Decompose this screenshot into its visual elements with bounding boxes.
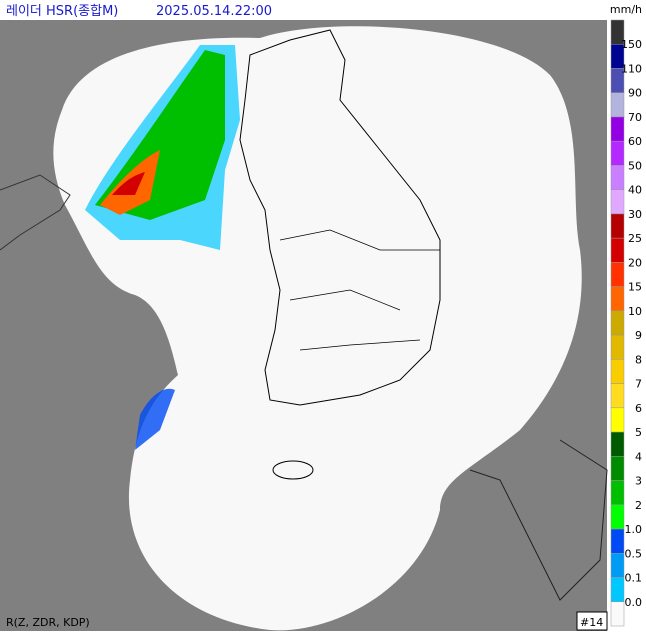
legend-label: 8: [635, 353, 642, 366]
legend-label: 60: [628, 135, 642, 148]
legend-label: 0.1: [625, 572, 643, 585]
legend-swatch: [610, 504, 625, 530]
legend-swatch: [610, 480, 625, 506]
legend-swatch: [610, 140, 625, 166]
legend-swatch: [610, 286, 625, 312]
legend-label: 70: [628, 111, 642, 124]
legend-swatch: [610, 528, 625, 554]
legend-swatch: [610, 407, 625, 433]
legend-swatch: [610, 262, 625, 287]
legend-swatch: [610, 553, 625, 578]
legend-label: 50: [628, 159, 642, 172]
legend-swatch: [610, 116, 625, 142]
echo-intense: [112, 172, 145, 195]
legend-swatch: [610, 601, 625, 627]
legend-label: 40: [628, 184, 642, 197]
precipitation: [85, 45, 240, 450]
legend-label: 0.0: [625, 596, 643, 609]
legend-swatch: [610, 431, 625, 457]
legend-swatch: [610, 189, 625, 215]
map: [0, 20, 608, 631]
legend-label: 3: [635, 475, 642, 488]
coast-japan: [469, 439, 608, 601]
legend-label: 0.5: [625, 547, 643, 560]
legend-label: 110: [621, 62, 642, 75]
legend-swatch: [610, 237, 625, 263]
provinces: [279, 229, 440, 351]
legend-label: 90: [628, 87, 642, 100]
legend-swatch: [610, 577, 625, 603]
echo-south: [135, 388, 175, 450]
legend-label: 7: [635, 378, 642, 391]
legend-label: 2: [635, 499, 642, 512]
legend: 150 110 90 70 60 50 40 30 25 20 15 10 9 8 7 6 5 4 3 2 1.0 0.5…: [610, 19, 643, 627]
legend-label: 15: [628, 281, 642, 294]
legend-label: 150: [621, 38, 642, 51]
legend-swatch: [610, 310, 625, 336]
legend-swatch: [610, 334, 625, 360]
legend-swatch: [610, 359, 625, 384]
legend-label: 6: [635, 402, 642, 415]
legend-label: 20: [628, 256, 642, 269]
legend-label: 10: [628, 305, 642, 318]
coast-china: [0, 174, 71, 251]
frame-label: #14: [580, 616, 603, 629]
method-label: R(Z, ZDR, KDP): [6, 616, 90, 629]
legend-swatch: [610, 92, 625, 118]
legend-label: 9: [635, 329, 642, 342]
legend-label: 1.0: [625, 523, 643, 536]
frame-box: [576, 611, 608, 631]
legend-swatch: [610, 456, 625, 481]
legend-swatch: [610, 383, 625, 409]
legend-swatch: [610, 165, 625, 190]
legend-label: 30: [628, 208, 642, 221]
coast-korea: [239, 29, 441, 406]
unit: mm/h: [610, 3, 642, 16]
jeju: [272, 460, 314, 480]
legend-label: 5: [635, 426, 642, 439]
title: 레이더 HSR(종합M): [6, 4, 118, 19]
legend-label: 4: [635, 450, 642, 463]
legend-label: 25: [628, 232, 642, 245]
timestamp: 2025.05.14.22:00: [156, 4, 272, 19]
legend-swatch: [610, 213, 625, 239]
